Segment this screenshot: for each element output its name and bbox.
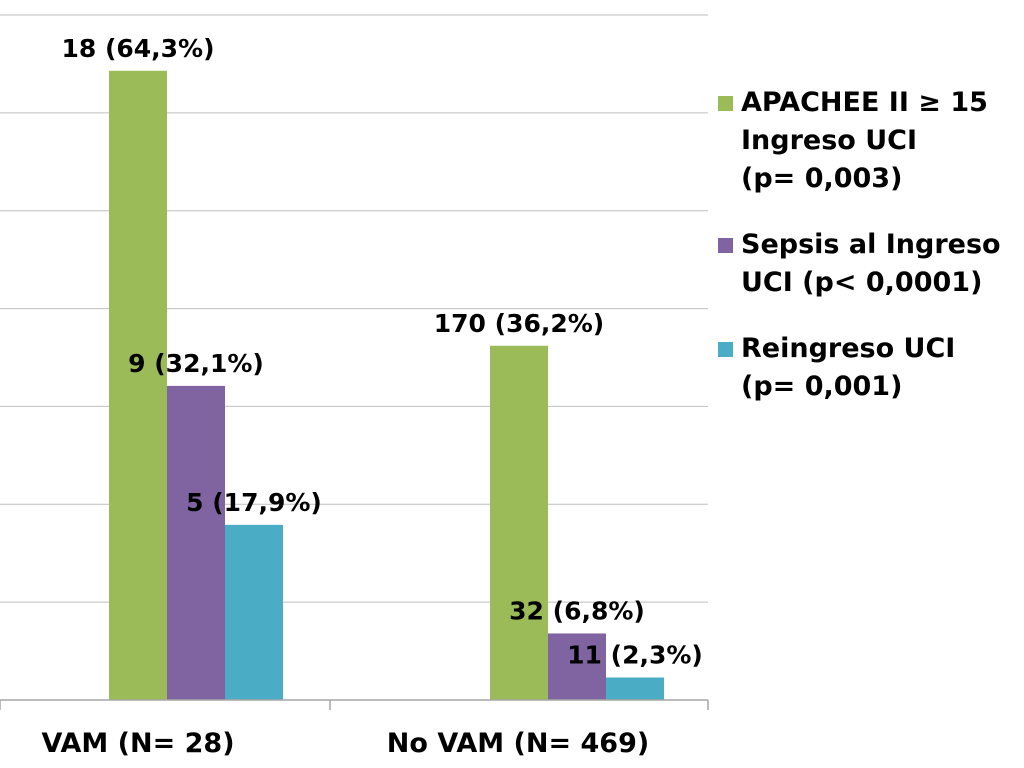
- category-label: VAM (N= 28): [41, 728, 234, 759]
- bar: [167, 385, 225, 700]
- bar: [225, 524, 283, 700]
- data-label: 9 (32,1%): [128, 349, 264, 378]
- legend: APACHEE II ≥ 15 Ingreso UCI (p= 0,003) Se…: [718, 84, 1018, 434]
- data-label: 170 (36,2%): [434, 309, 604, 338]
- legend-label: APACHEE II ≥ 15 Ingreso UCI (p= 0,003): [741, 87, 988, 194]
- legend-item: APACHEE II ≥ 15 Ingreso UCI (p= 0,003): [718, 84, 1018, 198]
- legend-label: Sepsis al Ingreso UCI (p< 0,0001): [741, 229, 1001, 298]
- bar: [606, 677, 664, 700]
- data-label: 5 (17,9%): [186, 488, 322, 517]
- legend-swatch: [718, 96, 733, 111]
- bar: [548, 633, 606, 700]
- bar: [109, 70, 167, 701]
- data-label: 18 (64,3%): [61, 34, 214, 63]
- legend-item: Reingreso UCI (p= 0,001): [718, 330, 1018, 406]
- data-label: 32 (6,8%): [509, 596, 645, 625]
- data-labels: 18 (64,3%) 170 (36,2%) 9 (32,1%) 32 (6,8%) 5…: [61, 34, 702, 670]
- bar: [490, 345, 548, 700]
- category-labels: VAM (N= 28) No VAM (N= 469): [41, 728, 649, 759]
- data-label: 11 (2,3%): [567, 640, 703, 669]
- category-label: No VAM (N= 469): [387, 728, 649, 759]
- legend-item: Sepsis al Ingreso UCI (p< 0,0001): [718, 226, 1018, 302]
- legend-swatch: [718, 238, 733, 253]
- bars: [109, 70, 664, 701]
- legend-label: Reingreso UCI (p= 0,001): [741, 333, 956, 402]
- x-axis: [0, 699, 709, 710]
- legend-swatch: [718, 342, 733, 357]
